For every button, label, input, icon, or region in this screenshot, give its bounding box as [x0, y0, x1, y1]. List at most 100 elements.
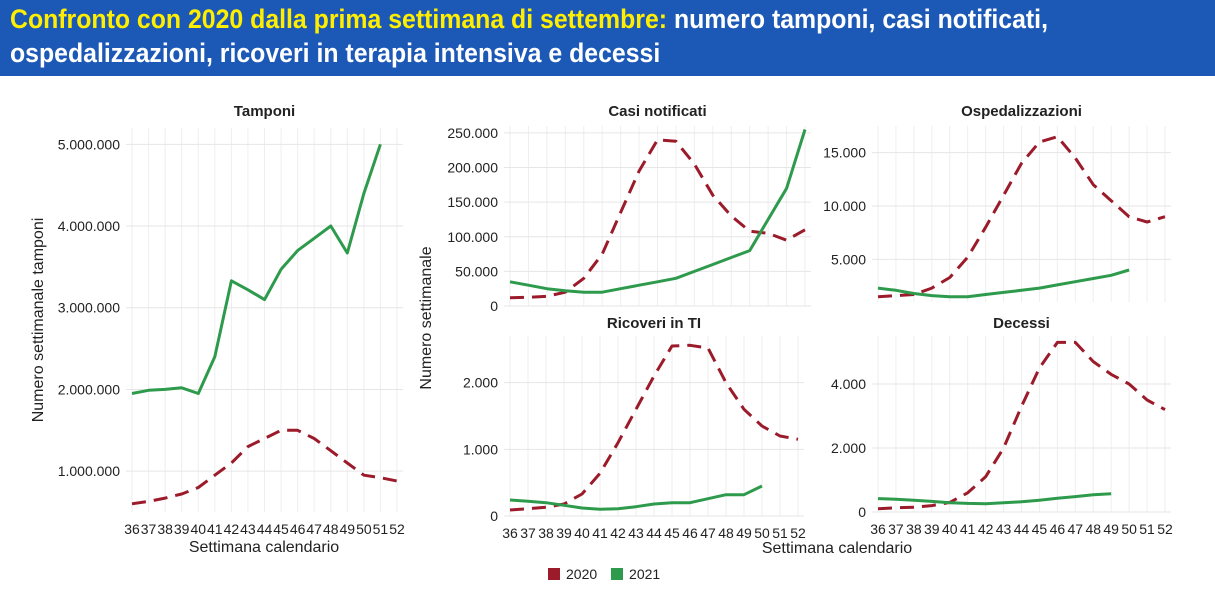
ytick-label-0-1: 2.000.000: [58, 381, 120, 397]
xtick-label-4-8: 44: [1014, 521, 1030, 537]
ytick-label-1-5: 250.000: [447, 125, 498, 141]
xtick-label-0-2: 38: [157, 521, 173, 537]
xtick-label-4-10: 46: [1050, 521, 1066, 537]
ytick-label-2-0: 5.000: [831, 251, 866, 267]
xtick-label-4-11: 47: [1068, 521, 1084, 537]
series-line-2020-4: [877, 340, 1166, 511]
ytick-label-0-0: 1.000.000: [58, 463, 120, 479]
xtick-label-4-16: 52: [1157, 521, 1173, 537]
xtick-label-0-8: 44: [257, 521, 273, 537]
xtick-label-3-8: 44: [646, 525, 662, 541]
xtick-label-3-10: 46: [682, 525, 698, 541]
title-line-2: ospedalizzazioni, ricoveri in terapia in…: [10, 38, 661, 68]
xtick-label-0-0: 36: [124, 521, 140, 537]
ytick-label-1-3: 150.000: [447, 194, 498, 210]
legend-item-2021: 2021: [611, 566, 660, 582]
xtick-label-0-1: 37: [141, 521, 157, 537]
series-line-2021-1: [509, 129, 807, 294]
xtick-label-4-0: 36: [870, 521, 886, 537]
ytick-label-0-2: 3.000.000: [58, 300, 120, 316]
xtick-label-4-13: 49: [1103, 521, 1119, 537]
xtick-label-0-4: 40: [190, 521, 206, 537]
ytick-label-0-3: 4.000.000: [58, 218, 120, 234]
xtick-label-4-2: 38: [906, 521, 922, 537]
ytick-label-0-4: 5.000.000: [58, 136, 120, 152]
legend: 2020 2021: [548, 566, 670, 582]
panel-title-2: Ospedalizzazioni: [961, 103, 1082, 120]
xtick-label-3-5: 41: [592, 525, 608, 541]
xtick-label-0-13: 49: [340, 521, 356, 537]
xtick-label-0-5: 41: [207, 521, 223, 537]
xtick-label-4-1: 37: [888, 521, 904, 537]
title-highlight: Confronto con 2020 dalla prima settimana…: [10, 4, 668, 34]
xtick-label-4-15: 51: [1139, 521, 1155, 537]
legend-swatch-2020: [548, 568, 560, 580]
ytick-label-3-1: 1.000: [463, 441, 498, 457]
ytick-label-1-0: 0: [490, 298, 498, 314]
xtick-label-3-11: 47: [700, 525, 716, 541]
xtick-label-3-2: 38: [538, 525, 554, 541]
panel-title-4: Decessi: [993, 315, 1050, 332]
series-line-2020-2: [877, 135, 1166, 299]
xtick-label-0-3: 39: [174, 521, 190, 537]
series-line-2021-0: [131, 143, 382, 395]
xtick-label-3-13: 49: [736, 525, 752, 541]
xtick-label-0-16: 52: [389, 521, 405, 537]
ytick-label-4-2: 4.000: [831, 376, 866, 392]
xtick-label-3-1: 37: [520, 525, 536, 541]
ytick-label-2-1: 10.000: [823, 198, 866, 214]
xtick-label-4-9: 45: [1032, 521, 1048, 537]
xtick-label-0-15: 51: [373, 521, 389, 537]
series-line-2021-3: [509, 484, 763, 511]
legend-swatch-2021: [611, 568, 624, 580]
xtick-label-0-11: 47: [306, 521, 322, 537]
xtick-label-4-6: 42: [978, 521, 994, 537]
ytick-label-2-2: 15.000: [823, 145, 866, 161]
ytick-label-1-1: 50.000: [455, 263, 498, 279]
legend-item-2020: 2020: [548, 566, 597, 582]
x-axis-title-left: Settimana calendario: [189, 539, 339, 556]
xtick-label-0-14: 50: [356, 521, 372, 537]
ytick-label-3-0: 0: [490, 508, 498, 524]
panel-title-0: Tamponi: [234, 103, 295, 120]
ytick-label-4-0: 0: [858, 504, 866, 520]
ytick-label-1-4: 200.000: [447, 160, 498, 176]
ytick-label-1-2: 100.000: [447, 229, 498, 245]
title-rest: numero tamponi, casi notificati,: [673, 4, 1048, 34]
xtick-label-4-4: 40: [942, 521, 958, 537]
xtick-label-3-3: 39: [556, 525, 572, 541]
series-line-2021-2: [877, 268, 1130, 299]
series-line-2020-1: [509, 138, 806, 300]
xtick-label-0-12: 48: [323, 521, 339, 537]
xtick-label-0-9: 45: [273, 521, 289, 537]
xtick-label-0-7: 43: [240, 521, 256, 537]
xtick-label-3-12: 48: [718, 525, 734, 541]
ytick-label-4-1: 2.000: [831, 440, 866, 456]
title-line-1: Confronto con 2020 dalla prima settimana…: [10, 4, 1048, 35]
panel-title-3: Ricoveri in TI: [607, 315, 701, 332]
x-axis-title-right: Settimana calendario: [762, 540, 912, 557]
panel-title-1: Casi notificati: [608, 103, 706, 120]
xtick-label-3-4: 40: [574, 525, 590, 541]
xtick-label-3-0: 36: [502, 525, 518, 541]
xtick-label-4-5: 41: [960, 521, 976, 537]
xtick-label-3-9: 45: [664, 525, 680, 541]
legend-label-2021: 2021: [629, 566, 661, 582]
y-axis-title-left: Numero settimanale tamponi: [30, 218, 47, 423]
xtick-label-0-10: 46: [290, 521, 306, 537]
title-banner: Confronto con 2020 dalla prima settimana…: [0, 0, 1215, 76]
xtick-label-3-16: 52: [790, 525, 806, 541]
xtick-label-3-15: 51: [772, 525, 788, 541]
series-line-2021-4: [877, 492, 1112, 506]
xtick-label-4-3: 39: [924, 521, 940, 537]
xtick-label-3-6: 42: [610, 525, 626, 541]
xtick-label-0-6: 42: [224, 521, 240, 537]
series-line-2020-0: [131, 428, 398, 506]
xtick-label-4-7: 43: [996, 521, 1012, 537]
xtick-label-4-14: 50: [1121, 521, 1137, 537]
xtick-label-3-14: 50: [754, 525, 770, 541]
legend-label-2020: 2020: [566, 566, 598, 582]
xtick-label-3-7: 43: [628, 525, 644, 541]
ytick-label-3-2: 2.000: [463, 375, 498, 391]
